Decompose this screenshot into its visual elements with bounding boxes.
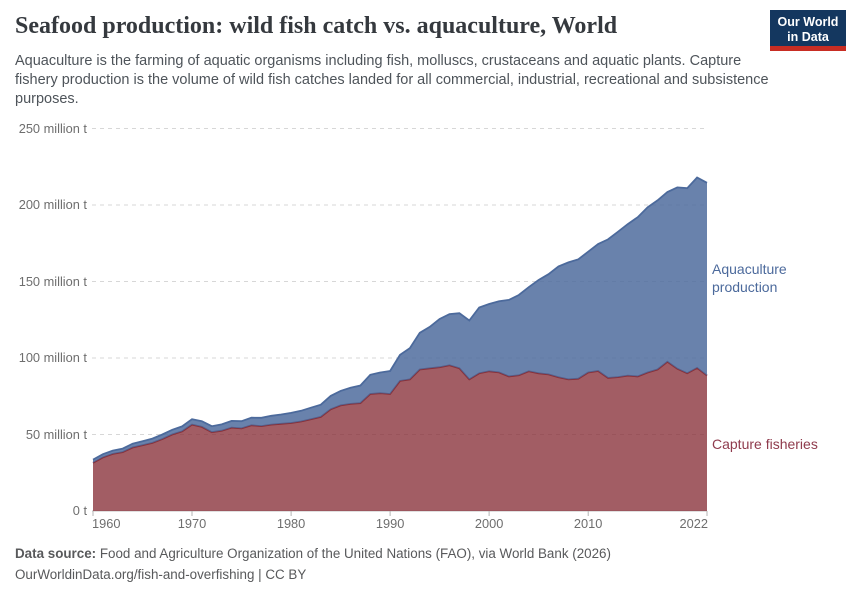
owid-logo[interactable]: Our World in Data [770, 10, 846, 51]
data-source-label: Data source: [15, 546, 97, 561]
chart-subtitle: Aquaculture is the farming of aquatic or… [15, 53, 769, 107]
y-axis-tick-label: 150 million t [18, 273, 87, 289]
x-axis-tick-label: 1970 [177, 516, 207, 531]
logo-text-line1: Our World [777, 15, 839, 29]
x-axis-tick-label: 2022 [679, 516, 708, 531]
logo-text-line2: in Data [787, 30, 829, 44]
y-axis-tick-label: 200 million t [18, 197, 87, 212]
chart-title: Seafood production: wild fish catch vs. … [15, 13, 618, 39]
x-axis-tick-label: 1990 [375, 516, 405, 531]
aquaculture-production-top-line [92, 176, 708, 461]
aquaculture-production-area[interactable] [93, 177, 707, 463]
x-axis-tick-label: 1960 [92, 516, 121, 531]
y-axis-tick-label: 250 million t [18, 120, 87, 136]
footer-link-line[interactable]: OurWorldinData.org/fish-and-overfishing … [15, 567, 307, 582]
data-source-line: Data source: Food and Agriculture Organi… [15, 546, 611, 561]
data-source-text: Food and Agriculture Organization of the… [99, 546, 611, 561]
capture-fisheries-area[interactable] [93, 361, 707, 511]
x-axis-tick-label: 2000 [474, 516, 504, 531]
capture-series-label: Capture fisheries [712, 436, 818, 452]
y-axis-tick-label: 50 million t [25, 426, 87, 442]
x-axis-tick-label: 2010 [573, 516, 603, 531]
logo-red-bar [770, 46, 846, 51]
y-axis-tick-label: 100 million t [18, 350, 87, 365]
x-axis-tick-label: 1980 [276, 516, 306, 531]
aquaculture-series-label: Aquaculture production [712, 261, 787, 295]
y-axis-tick-label: 0 t [72, 503, 87, 518]
